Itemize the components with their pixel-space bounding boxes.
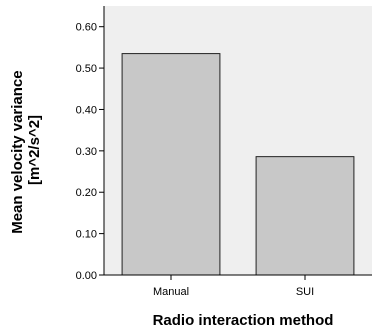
bars [121,53,355,276]
x-axis: Manual SUI [104,274,372,298]
y-tick-label: 0.30 [76,146,97,158]
x-tick-label-sui: SUI [296,286,314,298]
y-axis-title-line-1: Mean velocity variance [9,70,26,233]
bar-manual [121,53,221,276]
y-axis-title-line-2: [m^2/s^2] [26,115,43,185]
y-axis-title: Mean velocity variance [m^2/s^2] [9,66,43,234]
y-tick-label: 0.40 [76,104,97,116]
y-tick-label: 0.10 [76,229,97,241]
x-axis-title: Radio interaction method [153,312,334,329]
x-tick-label-manual: Manual [153,286,189,298]
bar-sui [255,156,355,276]
y-tick-label: 0.20 [76,187,97,199]
y-tick-label: 0.50 [76,63,97,75]
y-tick-label: 0.00 [76,270,97,282]
y-axis: 0.00 0.10 0.20 0.30 0.40 0.50 0.60 [76,6,105,282]
y-tick-label: 0.60 [76,22,97,34]
